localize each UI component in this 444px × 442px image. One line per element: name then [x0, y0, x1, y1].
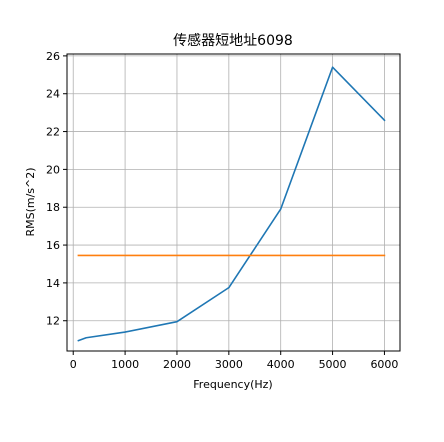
y-tick-label: 18 [46, 201, 60, 214]
y-tick-label: 24 [46, 88, 60, 101]
y-tick-label: 26 [46, 50, 60, 63]
x-tick-label: 4000 [267, 358, 295, 371]
x-tick-label: 6000 [370, 358, 398, 371]
grid [67, 54, 400, 351]
y-tick-label: 20 [46, 163, 60, 176]
x-tick-label: 1000 [111, 358, 139, 371]
chart-title: 传感器短地址6098 [173, 32, 293, 49]
x-axis-label: Frequency(Hz) [193, 378, 272, 391]
x-tick-label: 3000 [215, 358, 243, 371]
axis-ticks: 0 1000 2000 3000 4000 5000 6000 12 14 16 18 20 22 24 2… [46, 50, 398, 371]
y-axis-label: RMS(m/s^2) [24, 167, 37, 236]
series-line-1 [77, 66, 386, 342]
x-tick-label: 2000 [163, 358, 191, 371]
y-tick-label: 12 [46, 315, 60, 328]
x-tick-label: 5000 [319, 358, 347, 371]
x-tick-label: 0 [70, 358, 77, 371]
y-tick-label: 14 [46, 277, 60, 290]
y-tick-label: 16 [46, 239, 60, 252]
y-tick-label: 22 [46, 126, 60, 139]
plot-area-frame [66, 53, 401, 352]
series-lines [77, 66, 386, 342]
